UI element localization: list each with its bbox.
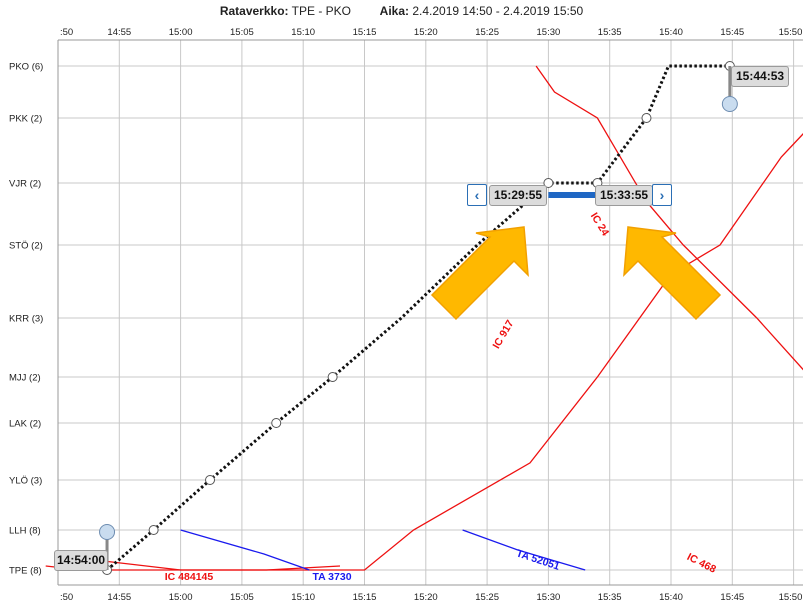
top-time-tick-label: 15:45 bbox=[720, 27, 744, 38]
top-time-tick-label: 15:25 bbox=[475, 27, 499, 38]
planned-route-line[interactable] bbox=[106, 64, 730, 572]
train-lines[interactable]: IC 917 IC 24 IC 484145 IC 468 TA 3730 TA 5205… bbox=[45, 50, 803, 583]
left-arrow-icon bbox=[430, 226, 529, 321]
time-axis-top: :50 14:55 15:00 15:05 15:10 15:15 15:20 15:25 15… bbox=[60, 27, 802, 38]
train-line[interactable] bbox=[535, 65, 803, 538]
bottom-time-tick-label: 15:40 bbox=[659, 592, 683, 603]
train-label[interactable]: IC 24 bbox=[588, 211, 612, 239]
top-time-tick-label: 15:15 bbox=[353, 27, 377, 38]
network-value: TPE - PKO bbox=[291, 4, 351, 18]
station-label: PKO (6) bbox=[9, 62, 43, 73]
station-label: LLH (8) bbox=[9, 526, 41, 537]
top-time-tick-label: 15:20 bbox=[414, 27, 438, 38]
top-time-tick-label: 15:35 bbox=[598, 27, 622, 38]
station-label: YLÖ (3) bbox=[9, 476, 42, 487]
route-node[interactable] bbox=[205, 475, 216, 485]
route-node[interactable] bbox=[641, 113, 652, 123]
station-label: VJR (2) bbox=[9, 179, 41, 190]
station-label: PKK (2) bbox=[9, 114, 42, 125]
stop-start-time-label[interactable]: 15:29:55 bbox=[489, 185, 548, 206]
bottom-time-tick-label: 15:50 bbox=[779, 592, 803, 603]
prev-stop-button[interactable]: ‹ bbox=[467, 184, 487, 206]
station-label: LAK (2) bbox=[9, 419, 41, 430]
top-time-tick-label: 15:00 bbox=[169, 27, 193, 38]
bottom-time-tick-label: 15:05 bbox=[230, 592, 254, 603]
end-drag-handle[interactable] bbox=[721, 96, 738, 112]
train-label[interactable]: IC 917 bbox=[490, 318, 516, 351]
stop-end-time-label[interactable]: 15:33:55 bbox=[595, 185, 654, 206]
train-label[interactable]: TA 52051 bbox=[515, 547, 562, 572]
bottom-time-tick-label: 15:45 bbox=[720, 592, 744, 603]
next-stop-button[interactable]: › bbox=[652, 184, 672, 206]
bottom-time-tick-label: 15:20 bbox=[414, 592, 438, 603]
top-time-tick-label: 15:10 bbox=[291, 27, 315, 38]
bottom-time-tick-label: 15:30 bbox=[537, 592, 561, 603]
route-node[interactable] bbox=[271, 418, 282, 428]
start-drag-handle[interactable] bbox=[99, 524, 116, 540]
top-time-tick-label: :50 bbox=[60, 27, 73, 38]
top-time-tick-label: 15:30 bbox=[537, 27, 561, 38]
route-node[interactable] bbox=[327, 372, 338, 382]
top-time-tick-label: 15:05 bbox=[230, 27, 254, 38]
time-label: Aika: bbox=[379, 4, 410, 18]
train-line[interactable] bbox=[180, 529, 310, 571]
station-label: STÖ (2) bbox=[9, 241, 43, 252]
end-time-label[interactable]: 15:44:53 bbox=[731, 66, 790, 87]
time-value: 2.4.2019 14:50 - 2.4.2019 15:50 bbox=[412, 4, 584, 18]
bottom-time-tick-label: 15:25 bbox=[475, 592, 499, 603]
top-time-tick-label: 14:55 bbox=[107, 27, 131, 38]
top-time-tick-label: 15:50 bbox=[779, 27, 803, 38]
bottom-time-tick-label: 14:55 bbox=[107, 592, 131, 603]
right-arrow-icon bbox=[623, 226, 722, 321]
train-line[interactable] bbox=[462, 529, 586, 571]
station-label: KRR (3) bbox=[9, 314, 43, 325]
graph-header: Rataverkko: TPE - PKO Aika: 2.4.2019 14:… bbox=[0, 4, 803, 22]
train-label[interactable]: IC 468 bbox=[685, 551, 718, 576]
route-node[interactable] bbox=[148, 525, 159, 535]
bottom-time-tick-label: 15:00 bbox=[169, 592, 193, 603]
highlight-arrows bbox=[430, 226, 722, 321]
train-line[interactable] bbox=[45, 50, 803, 571]
time-axis-bottom: :50 14:55 15:00 15:05 15:10 15:15 15:20 15:25 15… bbox=[60, 592, 802, 603]
bottom-time-tick-label: :50 bbox=[60, 592, 73, 603]
top-time-tick-label: 15:40 bbox=[659, 27, 683, 38]
station-label: MJJ (2) bbox=[9, 373, 41, 384]
station-axis: PKO (6) PKK (2) VJR (2) STÖ (2) KRR (3) MJJ (… bbox=[9, 62, 43, 577]
bottom-time-tick-label: 15:35 bbox=[598, 592, 622, 603]
train-label[interactable]: IC 484145 bbox=[165, 571, 214, 583]
start-time-label[interactable]: 14:54:00 bbox=[54, 550, 109, 571]
station-label: TPE (8) bbox=[9, 566, 42, 577]
bottom-time-tick-label: 15:10 bbox=[291, 592, 315, 603]
bottom-time-tick-label: 15:15 bbox=[353, 592, 377, 603]
train-label[interactable]: TA 3730 bbox=[312, 571, 351, 583]
network-label: Rataverkko: bbox=[219, 4, 289, 18]
